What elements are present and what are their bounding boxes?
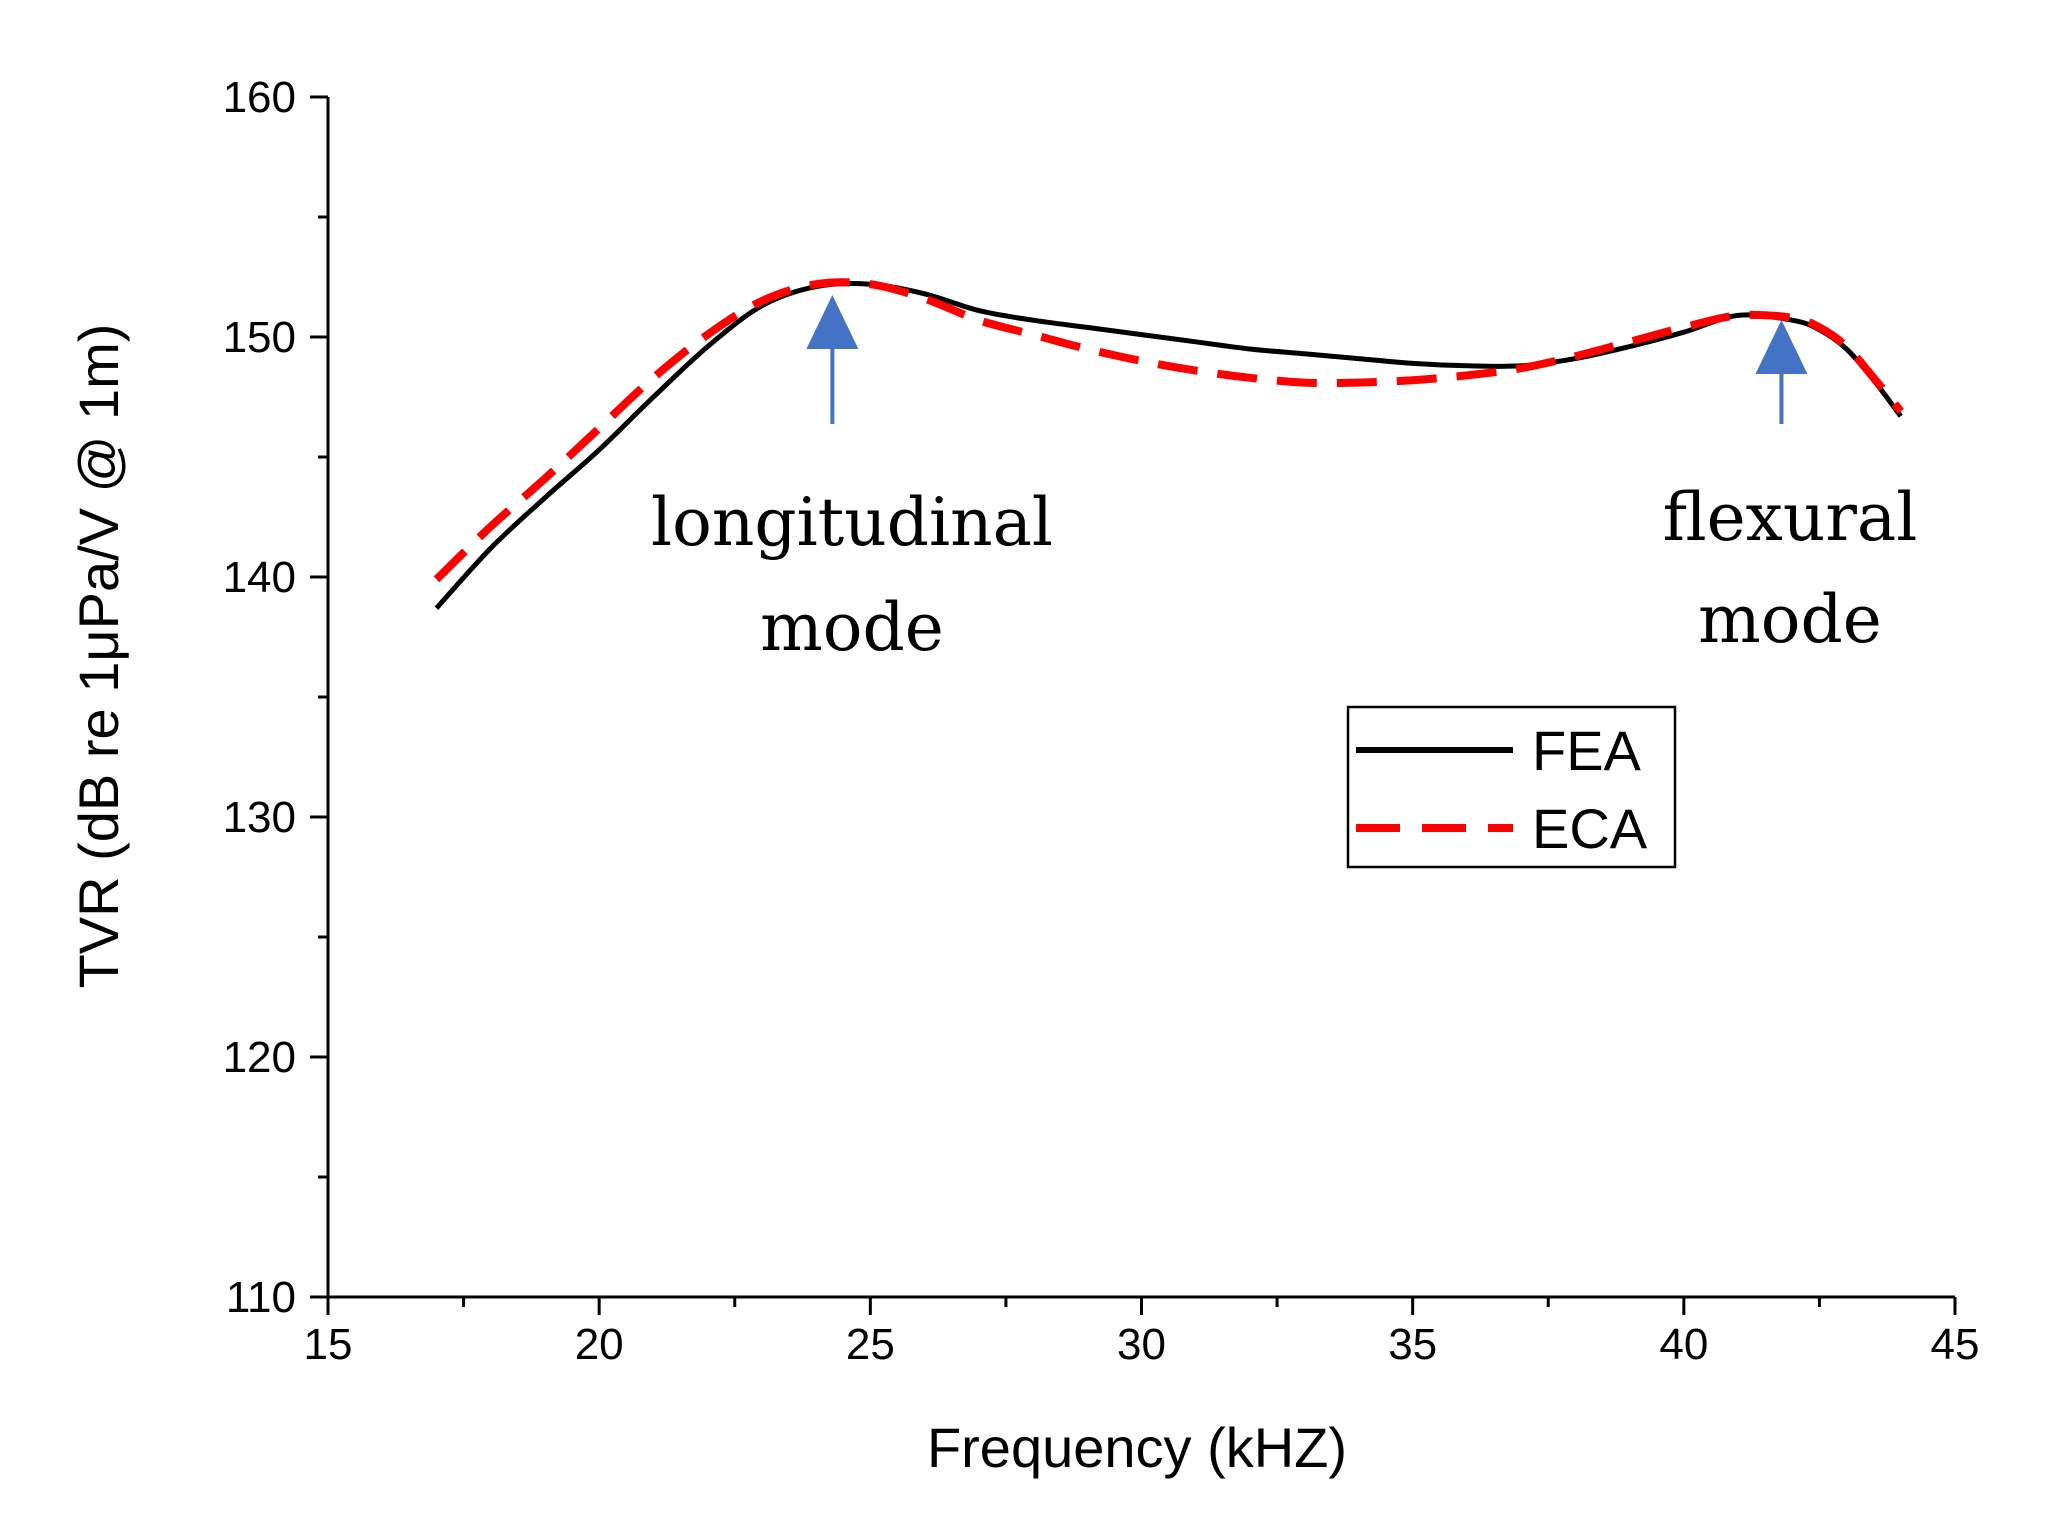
- series-line-fea: [434, 280, 1903, 610]
- x-tick-label: 15: [304, 1320, 353, 1369]
- annotation-arrow-head: [806, 295, 859, 349]
- annotation-text: mode: [1698, 581, 1882, 658]
- annotation-arrow-head: [1755, 320, 1808, 374]
- axes: 15 20 25 30 35 40 45 110 120 130 140 150 160: [223, 73, 1980, 1369]
- annotation-text: mode: [760, 589, 944, 666]
- x-tick-label: 20: [575, 1320, 624, 1369]
- y-tick-label: 130: [223, 793, 296, 842]
- annotations-group: longitudinal mode flexural mode: [651, 295, 1917, 666]
- series-group: [433, 278, 1904, 610]
- y-tick-label: 150: [223, 313, 296, 362]
- x-tick-label: 45: [1931, 1320, 1980, 1369]
- x-tick-label: 30: [1117, 1320, 1166, 1369]
- y-tick-label: 140: [223, 553, 296, 602]
- y-tick-label: 160: [223, 73, 296, 122]
- y-tick-label: 110: [226, 1273, 296, 1322]
- annotation-text: longitudinal: [651, 484, 1053, 561]
- y-tick-label: 120: [223, 1033, 296, 1082]
- legend-label-fea: FEA: [1532, 719, 1642, 782]
- x-tick-label: 40: [1659, 1320, 1708, 1369]
- x-tick-label: 35: [1388, 1320, 1437, 1369]
- series-line-eca: [433, 278, 1904, 583]
- annotation-text: flexural: [1663, 479, 1918, 556]
- legend-box: [1346, 705, 1677, 869]
- x-axis-title: Frequency (kHZ): [927, 1416, 1347, 1479]
- x-tick-label: 25: [846, 1320, 895, 1369]
- y-axis-title: TVR (dB re 1μPa/V @ 1m): [67, 324, 130, 989]
- legend-label-eca: ECA: [1532, 797, 1648, 860]
- legend: FEA ECA: [1346, 705, 1677, 869]
